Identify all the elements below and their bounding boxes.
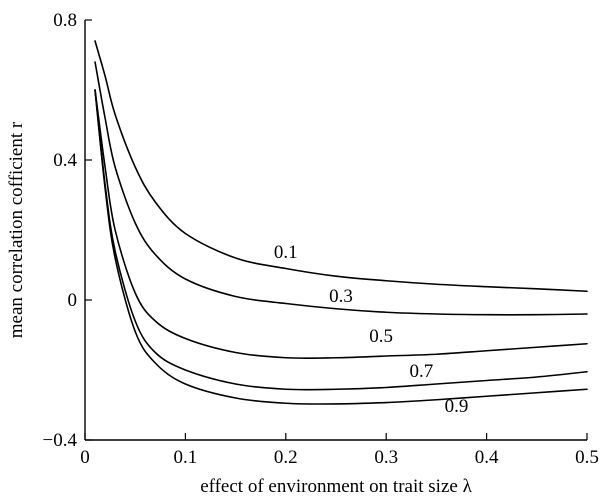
series-labels: 0.1 0.3 0.5 0.7 0.9 [274, 242, 468, 417]
x-tick-label: 0.1 [174, 447, 198, 468]
series-label-0.7: 0.7 [409, 361, 433, 382]
axes [84, 20, 587, 441]
y-tick-label: −0.4 [43, 430, 78, 451]
x-ticks: 0 0.1 0.2 0.3 0.4 0.5 [80, 433, 599, 468]
x-tick-label: 0.4 [475, 447, 499, 468]
x-tick-label: 0.2 [274, 447, 298, 468]
series-lines [94, 40, 588, 405]
series-line-0.5 [94, 89, 588, 360]
series-label-0.1: 0.1 [274, 242, 298, 263]
series-label-0.9: 0.9 [445, 396, 469, 417]
y-tick-label: 0.4 [53, 150, 77, 171]
y-tick-label: 0.8 [53, 10, 77, 31]
series-label-0.5: 0.5 [369, 326, 393, 347]
series-line-0.7 [94, 89, 588, 391]
series-line-0.9 [94, 89, 588, 405]
series-line-0.3 [94, 61, 588, 316]
y-ticks: −0.4 0 0.4 0.8 [43, 10, 92, 451]
x-tick-label: 0 [80, 447, 90, 468]
x-tick-label: 0.5 [575, 447, 599, 468]
series-line-0.1 [94, 40, 588, 293]
x-axis-title: effect of environment on trait size λ [200, 476, 472, 497]
x-tick-label: 0.3 [374, 447, 398, 468]
y-tick-label: 0 [68, 290, 78, 311]
y-axis-title: mean correlation cofficient r [6, 121, 27, 338]
series-label-0.3: 0.3 [329, 286, 353, 307]
